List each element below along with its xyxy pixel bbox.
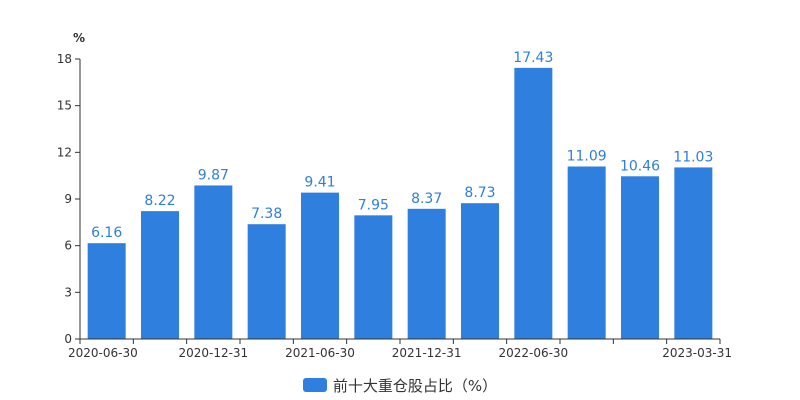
bar-value-label: 11.03 <box>673 149 713 165</box>
y-tick-label: 15 <box>57 99 72 113</box>
y-tick-label: 3 <box>64 285 72 299</box>
y-axis-unit-label: % <box>73 31 85 45</box>
y-tick-label: 9 <box>64 192 72 206</box>
y-tick-label: 6 <box>64 239 72 253</box>
bar-value-label: 7.38 <box>251 206 282 222</box>
legend-label: 前十大重仓股占比（%） <box>332 376 498 395</box>
x-tick-label: 2021-06-30 <box>285 346 355 360</box>
bar <box>194 185 233 339</box>
y-tick-label: 12 <box>57 145 72 159</box>
bar-value-label: 11.09 <box>567 148 607 164</box>
bar <box>407 208 446 339</box>
x-tick-label: 2021-12-31 <box>392 346 462 360</box>
bar-value-label: 10.46 <box>620 158 660 174</box>
x-tick-label: 2020-06-30 <box>68 346 138 360</box>
y-tick-label: 0 <box>64 332 72 346</box>
bar-value-label: 7.95 <box>358 197 389 213</box>
y-axis: 0 3 6 9 12 15 18 <box>57 52 81 346</box>
bar <box>674 167 713 339</box>
y-tick-label: 18 <box>57 52 72 66</box>
bar <box>301 192 339 339</box>
bar <box>567 166 606 339</box>
x-tick-label: 2023-03-31 <box>662 346 732 360</box>
bar <box>514 67 553 339</box>
bar-value-label: 8.37 <box>411 191 442 207</box>
x-axis: 2020-06-30 2020-12-31 2021-06-30 2021-12-31… <box>68 338 732 360</box>
legend-swatch <box>302 378 327 392</box>
bar-value-label: 6.16 <box>91 225 122 241</box>
bar <box>247 224 286 339</box>
bar-value-label: 8.22 <box>144 193 175 209</box>
bar <box>621 176 659 339</box>
legend[interactable]: 前十大重仓股占比（%） <box>0 373 800 397</box>
bar <box>461 203 499 339</box>
x-tick-label: 2022-06-30 <box>498 346 568 360</box>
bar-value-label: 8.73 <box>464 185 495 201</box>
bar <box>87 243 126 339</box>
x-tick-label: 2020-12-31 <box>178 346 248 360</box>
bar <box>141 211 179 339</box>
bar-series: 6.16 8.22 9.87 7.38 9.41 7.95 8.37 8.73 17.43 11.… <box>87 50 713 339</box>
bar <box>354 215 393 339</box>
bar-value-label: 9.41 <box>304 175 335 191</box>
bar-value-label: 17.43 <box>513 50 553 66</box>
bar-value-label: 9.87 <box>198 167 229 183</box>
